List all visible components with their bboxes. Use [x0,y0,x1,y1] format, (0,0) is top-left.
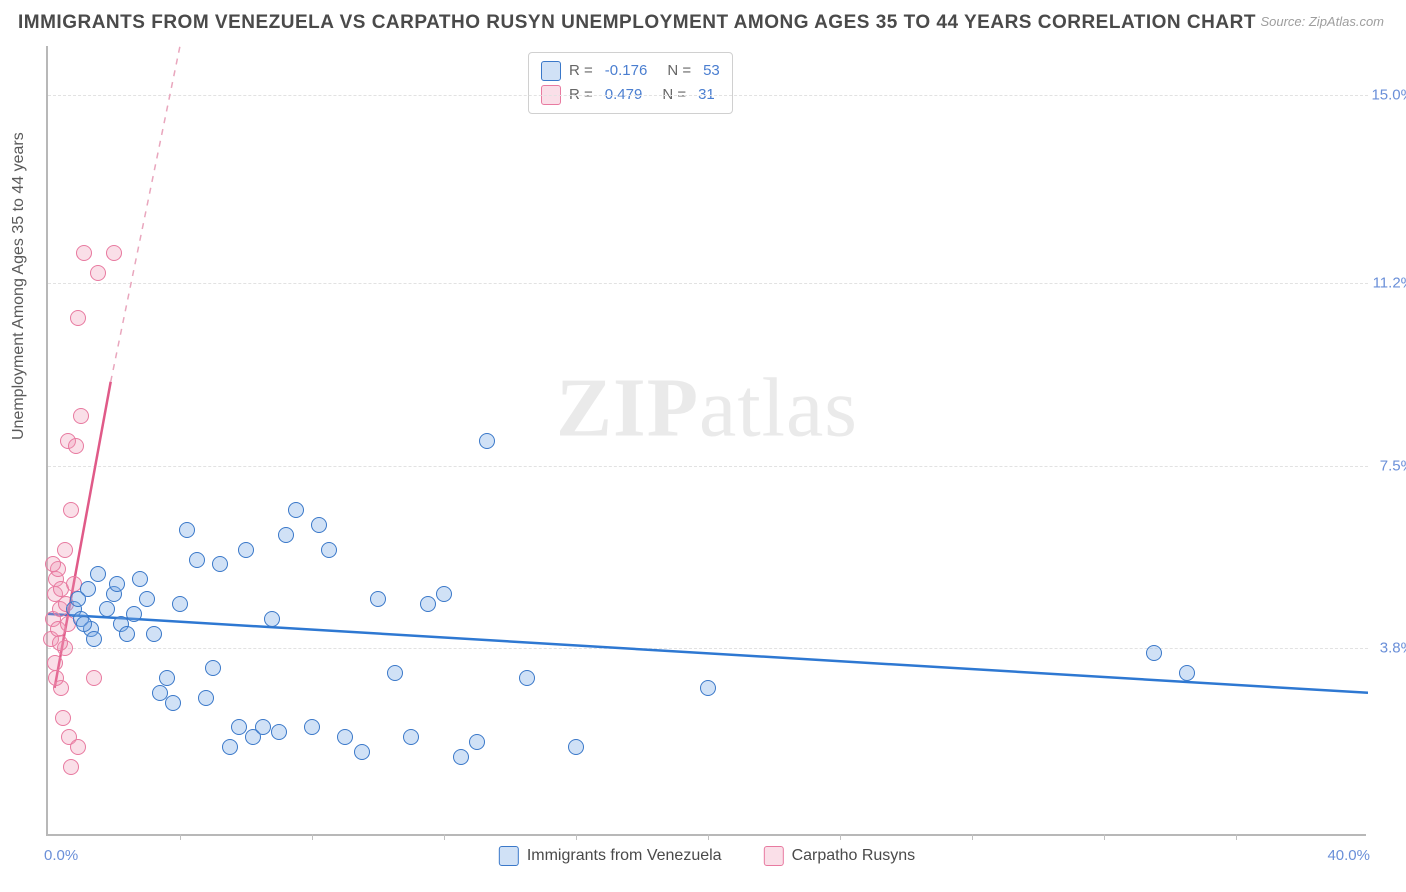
legend-n-blue: 53 [703,59,720,83]
point-venezuela [1179,665,1195,681]
point-venezuela [255,719,271,735]
point-carpatho [70,310,86,326]
point-venezuela [700,680,716,696]
legend-r-blue: -0.176 [605,59,648,83]
point-carpatho [73,408,89,424]
point-venezuela [519,670,535,686]
x-minor-tick [180,834,181,840]
x-minor-tick [1236,834,1237,840]
point-venezuela [159,670,175,686]
point-venezuela [453,749,469,765]
point-venezuela [278,527,294,543]
watermark-text: ZIPatlas [556,360,858,457]
correlation-legend: R = -0.176 N = 53 R = 0.479 N = 31 [528,52,733,114]
point-venezuela [568,739,584,755]
legend-n-label: N = [667,59,691,83]
point-carpatho [63,502,79,518]
x-legend-label-blue: Immigrants from Venezuela [527,847,722,865]
point-venezuela [139,591,155,607]
point-venezuela [370,591,386,607]
point-venezuela [205,660,221,676]
point-venezuela [271,724,287,740]
x-minor-tick [312,834,313,840]
point-carpatho [76,245,92,261]
point-venezuela [354,744,370,760]
point-venezuela [337,729,353,745]
grid-line [48,648,1368,649]
swatch-pink-icon [764,846,784,866]
swatch-blue-icon [499,846,519,866]
trend-layer [48,46,1368,836]
point-venezuela [189,552,205,568]
legend-r-label: R = [569,59,593,83]
point-carpatho [68,438,84,454]
y-tick-label: 11.2% [1373,275,1406,292]
x-legend-label-pink: Carpatho Rusyns [792,847,916,865]
grid-line [48,95,1368,96]
point-venezuela [146,626,162,642]
point-carpatho [55,710,71,726]
x-minor-tick [444,834,445,840]
x-legend-item-blue: Immigrants from Venezuela [499,846,722,866]
point-venezuela [403,729,419,745]
point-carpatho [45,556,61,572]
point-carpatho [106,245,122,261]
point-venezuela [212,556,228,572]
point-carpatho [90,265,106,281]
point-carpatho [48,670,64,686]
point-venezuela [311,517,327,533]
point-venezuela [222,739,238,755]
point-carpatho [86,670,102,686]
point-venezuela [1146,645,1162,661]
x-minor-tick [708,834,709,840]
point-carpatho [52,635,68,651]
grid-line [48,283,1368,284]
source-attribution: Source: ZipAtlas.com [1260,14,1384,29]
point-venezuela [387,665,403,681]
point-venezuela [86,631,102,647]
point-venezuela [90,566,106,582]
y-tick-label: 3.8% [1380,640,1406,657]
x-minor-tick [972,834,973,840]
grid-line [48,466,1368,467]
y-tick-label: 7.5% [1380,457,1406,474]
x-minor-tick [1104,834,1105,840]
point-carpatho [63,759,79,775]
plot-area: ZIPatlas R = -0.176 N = 53 R = 0.479 N =… [46,46,1366,836]
point-venezuela [288,502,304,518]
y-axis-label: Unemployment Among Ages 35 to 44 years [10,132,28,440]
point-carpatho [70,739,86,755]
point-venezuela [76,616,92,632]
point-venezuela [126,606,142,622]
point-venezuela [119,626,135,642]
x-minor-tick [576,834,577,840]
point-venezuela [109,576,125,592]
point-venezuela [198,690,214,706]
point-venezuela [172,596,188,612]
point-venezuela [99,601,115,617]
x-axis-legend: Immigrants from Venezuela Carpatho Rusyn… [499,846,915,866]
x-legend-item-pink: Carpatho Rusyns [764,846,916,866]
point-venezuela [165,695,181,711]
point-venezuela [70,591,86,607]
point-venezuela [321,542,337,558]
point-venezuela [304,719,320,735]
x-tick-max: 40.0% [1327,847,1370,864]
point-venezuela [420,596,436,612]
point-venezuela [264,611,280,627]
x-minor-tick [840,834,841,840]
swatch-blue-icon [541,61,561,81]
point-venezuela [132,571,148,587]
point-venezuela [436,586,452,602]
point-venezuela [238,542,254,558]
chart-title: IMMIGRANTS FROM VENEZUELA VS CARPATHO RU… [18,12,1256,34]
x-tick-min: 0.0% [44,847,78,864]
point-venezuela [179,522,195,538]
point-venezuela [479,433,495,449]
point-carpatho [47,655,63,671]
point-carpatho [57,542,73,558]
y-tick-label: 15.0% [1371,87,1406,104]
point-venezuela [469,734,485,750]
legend-row-blue: R = -0.176 N = 53 [541,59,720,83]
